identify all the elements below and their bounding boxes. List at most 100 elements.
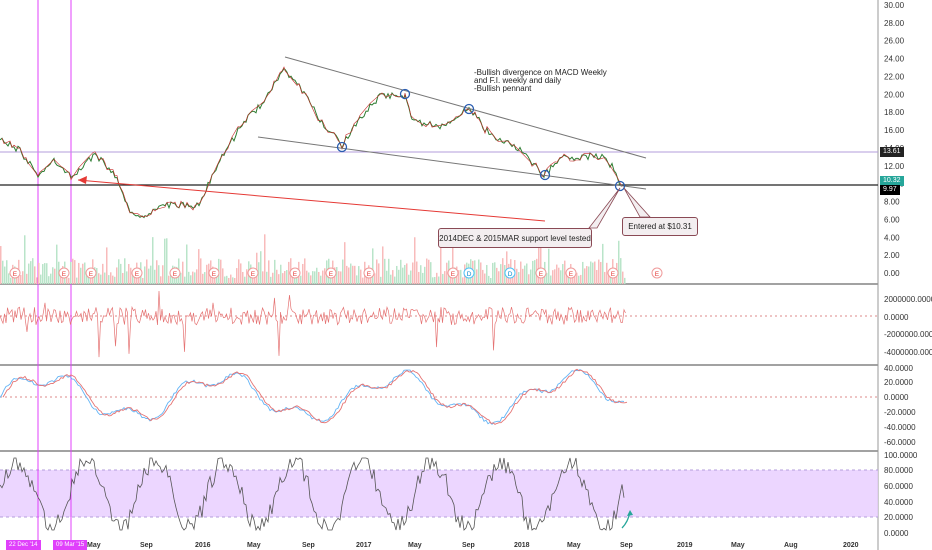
volume-bar xyxy=(606,262,608,284)
volume-bar xyxy=(128,264,130,284)
volume-bar xyxy=(42,264,44,284)
earnings-marker[interactable]: E xyxy=(85,267,97,279)
lower-trendline[interactable] xyxy=(257,136,647,190)
volume-bar xyxy=(30,261,32,284)
stoch-axis[interactable]: 100.0000 80.0000 60.0000 40.0000 20.0000 0.00… xyxy=(884,451,918,538)
upper-trendline[interactable] xyxy=(284,56,647,159)
range-start-tag[interactable]: 22 Dec '14 xyxy=(6,540,41,550)
price-series-red xyxy=(1,66,623,218)
callout-entry[interactable]: Entered at $10.31 xyxy=(622,217,698,236)
volume-bar xyxy=(530,269,532,284)
volume-bar xyxy=(160,276,162,284)
earnings-marker-label: E xyxy=(569,271,574,278)
earnings-marker-label: E xyxy=(611,271,616,278)
volume-bar xyxy=(324,268,326,284)
volume-bar xyxy=(282,273,284,284)
volume-bar xyxy=(162,265,164,284)
volume-bar xyxy=(428,259,430,284)
volume-bar xyxy=(44,263,46,284)
earnings-marker[interactable]: E xyxy=(247,267,259,279)
force-axis[interactable]: 2000000.0000 0.0000 -2000000.0000 -4000000.… xyxy=(884,295,932,357)
price-axis[interactable]: 30.00 28.00 26.00 24.00 22.00 20.00 18.00 16.00… xyxy=(884,1,905,278)
volume-bar xyxy=(68,277,70,284)
annotation-line-3: -Bullish pennant xyxy=(474,84,532,93)
volume-bar xyxy=(598,259,600,284)
volume-bar xyxy=(596,269,598,284)
time-axis-label: Sep xyxy=(620,542,633,549)
touch-circles[interactable] xyxy=(336,88,626,192)
earnings-marker[interactable]: E xyxy=(325,267,337,279)
volume-bar xyxy=(202,273,204,284)
red-arrow-line[interactable] xyxy=(77,179,546,222)
volume-bar xyxy=(420,265,422,284)
volume-bar xyxy=(418,271,420,284)
earnings-marker[interactable]: E xyxy=(535,267,547,279)
price-tag-resistance: 13.61 xyxy=(880,147,904,157)
volume-bar xyxy=(452,236,454,284)
volume-bar xyxy=(230,274,232,284)
volume-bar xyxy=(482,269,484,284)
volume-bar xyxy=(100,274,102,284)
touch-circle[interactable] xyxy=(539,169,551,181)
time-axis-label: Aug xyxy=(784,542,798,549)
time-axis[interactable]: May Sep 2016 May Sep 2017 May Sep 2018 May Sep 2019… xyxy=(87,542,859,549)
volume-bar xyxy=(8,273,10,284)
earnings-marker[interactable]: E xyxy=(363,267,375,279)
volume-bar xyxy=(300,275,302,284)
macd-axis-label: 0.0000 xyxy=(884,393,909,402)
volume-bar xyxy=(246,269,248,284)
volume-bar xyxy=(244,276,246,284)
volume-bar xyxy=(312,271,314,284)
volume-bar xyxy=(550,275,552,284)
earnings-marker[interactable]: E xyxy=(9,267,21,279)
force-axis-label: 0.0000 xyxy=(884,313,909,322)
volume-bar xyxy=(4,266,6,284)
volume-bar xyxy=(60,276,62,284)
volume-bar xyxy=(26,273,28,284)
volume-bar xyxy=(88,275,90,284)
earnings-marker[interactable]: E xyxy=(58,267,70,279)
volume-bar xyxy=(144,266,146,284)
volume-bar xyxy=(478,259,480,284)
earnings-marker[interactable]: E xyxy=(131,267,143,279)
volume-bar xyxy=(436,272,438,284)
volume-bar xyxy=(502,258,504,284)
touch-circle[interactable] xyxy=(336,141,348,153)
touch-circle[interactable] xyxy=(614,180,626,192)
touch-circle[interactable] xyxy=(399,88,411,100)
price-axis-label: 16.00 xyxy=(884,126,905,135)
volume-bar xyxy=(152,237,154,284)
earnings-marker[interactable]: D xyxy=(504,267,516,279)
callout-support[interactable]: 2014DEC & 2015MAR support level tested xyxy=(438,228,592,248)
volume-bar xyxy=(126,271,128,284)
volume-bar xyxy=(424,266,426,284)
time-axis-label: May xyxy=(247,542,261,549)
volume-bar xyxy=(394,276,396,284)
volume-bar xyxy=(192,271,194,284)
macd-axis[interactable]: 40.0000 20.0000 0.0000 -20.0000 -40.0000 -60.… xyxy=(884,364,916,447)
volume-bar xyxy=(566,271,568,284)
earnings-marker[interactable]: E xyxy=(565,267,577,279)
range-end-tag[interactable]: 09 Mar '15 xyxy=(53,540,88,550)
volume-bar xyxy=(362,277,364,284)
earnings-marker[interactable]: E xyxy=(447,267,459,279)
earnings-marker[interactable]: D xyxy=(463,267,475,279)
volume-bar xyxy=(618,240,620,284)
earnings-marker[interactable]: E xyxy=(169,267,181,279)
volume-bar xyxy=(430,262,432,284)
macd-axis-label: -20.0000 xyxy=(884,408,916,417)
volume-bar xyxy=(50,273,52,284)
earnings-marker[interactable]: E xyxy=(208,267,220,279)
price-axis-label: 30.00 xyxy=(884,1,905,10)
volume-bar xyxy=(28,263,30,284)
earnings-marker[interactable]: E xyxy=(607,267,619,279)
volume-bar xyxy=(492,262,494,284)
earnings-marker[interactable]: E xyxy=(651,267,663,279)
volume-bar xyxy=(342,259,344,284)
touch-circle[interactable] xyxy=(463,103,475,115)
time-axis-label: Sep xyxy=(140,542,153,549)
volume-bar xyxy=(124,258,126,284)
earnings-marker[interactable]: E xyxy=(289,267,301,279)
